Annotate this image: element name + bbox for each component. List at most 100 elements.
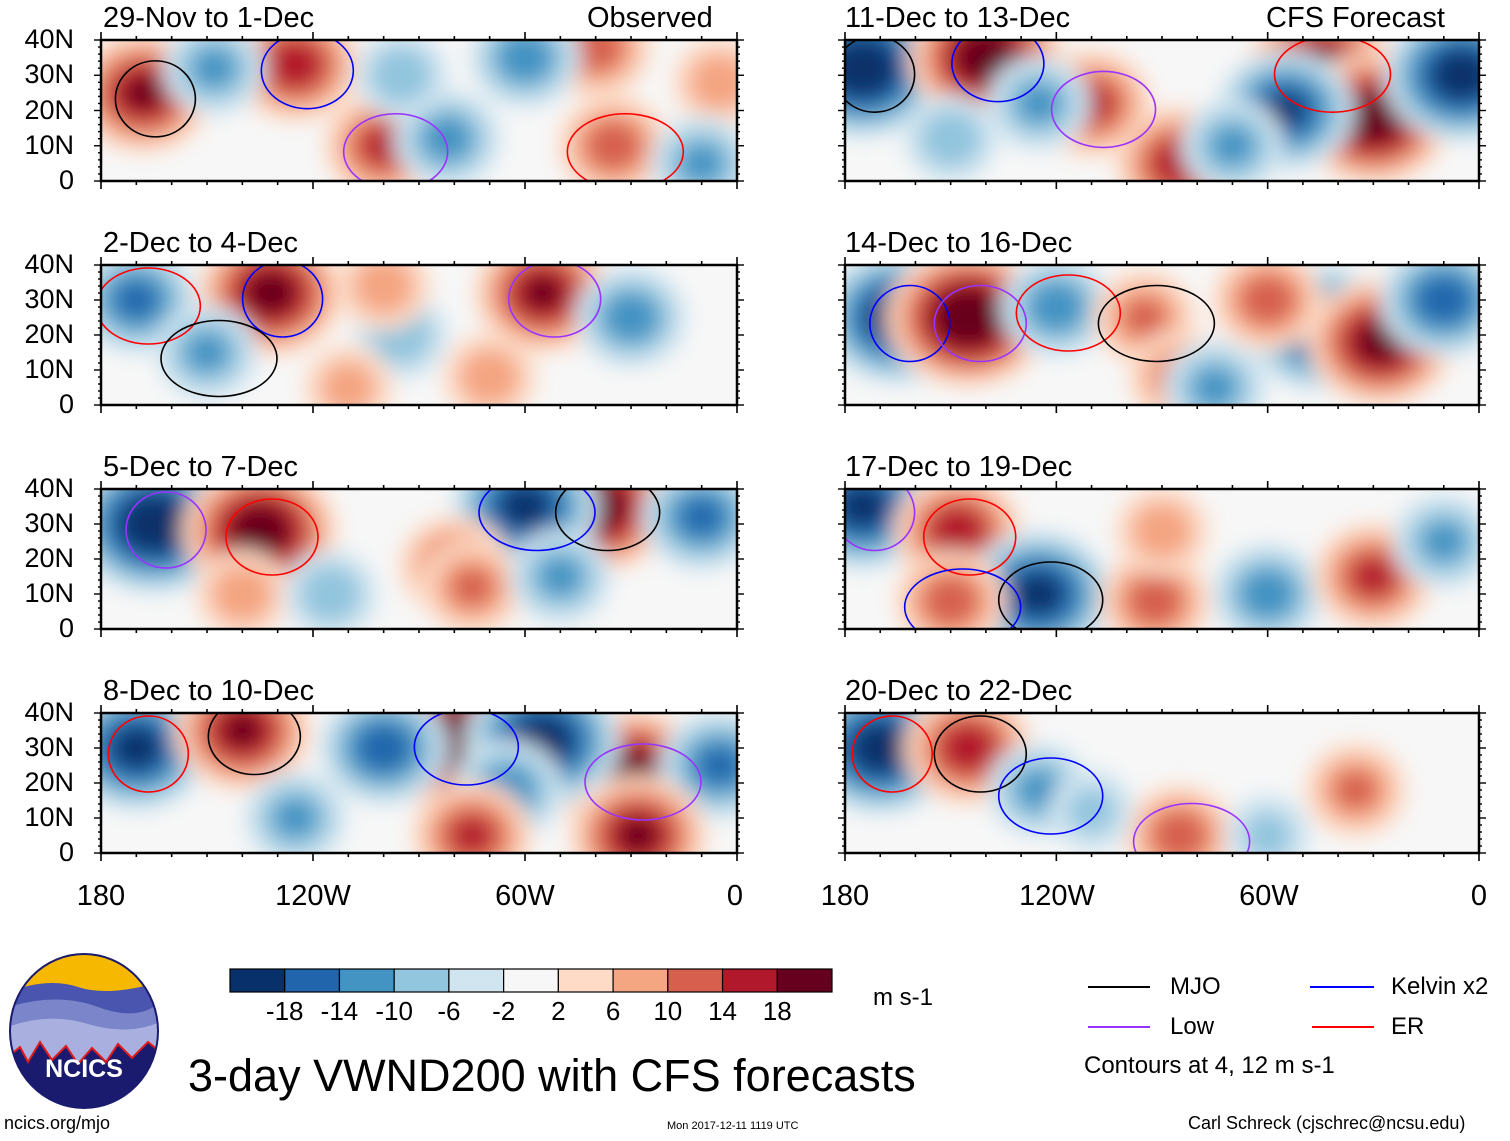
anomaly-cell <box>299 565 362 623</box>
anomaly-cell <box>1193 368 1237 405</box>
lat-tick-label: 20N <box>24 767 74 797</box>
contour-line <box>260 40 355 110</box>
anomaly-cell <box>320 361 376 405</box>
contour-line <box>1015 274 1122 352</box>
anomaly-cell <box>1211 126 1254 166</box>
contour-line <box>241 265 324 338</box>
contour-line <box>107 715 190 793</box>
contour-line <box>1273 40 1392 113</box>
anomaly-cell <box>124 76 163 109</box>
anomaly-cell <box>845 489 888 528</box>
anomaly-cell <box>185 333 229 372</box>
panel-title-3: 5-Dec to 7-Dec <box>103 451 299 483</box>
colorbar-swatch <box>284 968 341 993</box>
lat-tick-label: 10N <box>24 802 74 832</box>
anomaly-cell <box>274 798 317 838</box>
anomaly-cell <box>450 567 494 607</box>
colorbar-tick-label: 2 <box>551 996 566 1026</box>
colorbar-tick-label: 14 <box>708 996 737 1026</box>
contour-line <box>342 112 449 181</box>
anomaly-cell <box>919 109 982 168</box>
lon-tick-label: 0 <box>1470 880 1488 912</box>
units-label: m s-1 <box>873 984 933 1011</box>
map-panel <box>94 257 744 413</box>
lon-tick-label: 180 <box>76 880 126 912</box>
lat-tick-label: 30N <box>24 508 74 538</box>
anomaly-cell <box>192 48 236 88</box>
anomaly-cell <box>1131 502 1193 560</box>
colorbar-tick-label: -2 <box>492 996 516 1026</box>
colorbar-tick-label: 18 <box>762 996 792 1026</box>
forecast-tag: CFS Forecast <box>1266 2 1445 34</box>
contour-line <box>125 491 207 569</box>
ncics-logo: NCICS <box>9 953 159 1109</box>
anomaly-cell <box>942 725 994 771</box>
anomaly-cell <box>358 725 410 771</box>
anomaly-cell <box>1443 59 1479 91</box>
lat-tick-label: 40N <box>24 473 74 503</box>
lat-tick-label: 40N <box>24 24 74 54</box>
anomaly-cell <box>1067 787 1116 835</box>
panel-title-4: 8-Dec to 10-Dec <box>103 675 315 707</box>
lat-tick-label: 40N <box>24 697 74 727</box>
anomaly-cell <box>1353 559 1393 594</box>
anomaly-cell <box>1418 277 1470 323</box>
colorbar-tick-label: -6 <box>437 996 461 1026</box>
colorbar-swatch <box>338 968 395 993</box>
map-panel <box>838 257 1486 413</box>
colorbar-tick-label: -18 <box>265 996 304 1026</box>
colorbar-swatch <box>503 968 559 993</box>
contour-line <box>922 498 1017 576</box>
anomaly-cell <box>269 42 321 88</box>
anomaly-cell <box>568 40 624 72</box>
contour-line <box>951 40 1045 103</box>
lat-tick-label: 40N <box>24 249 74 279</box>
anomaly-cell <box>130 503 178 545</box>
timestamp: Mon 2017-12-11 1119 UTC <box>667 1120 799 1132</box>
panel-title-5: 11-Dec to 13-Dec <box>845 2 1071 34</box>
lat-tick-label: 10N <box>24 578 74 608</box>
colorbar-swatch <box>557 968 614 993</box>
lat-tick-label: 10N <box>24 129 74 160</box>
panel-title-7: 17-Dec to 19-Dec <box>845 451 1073 483</box>
anomaly-cell <box>1123 298 1166 337</box>
anomaly-cell <box>452 818 492 853</box>
lon-tick-label: 0 <box>726 880 744 912</box>
contour-line <box>478 489 596 552</box>
legend-lines-right <box>1312 986 1374 1028</box>
anomaly-cell <box>932 508 984 554</box>
anomaly-cell <box>1014 572 1064 616</box>
contour-line <box>507 265 602 338</box>
legend-lines <box>1088 986 1320 1028</box>
anomaly-cell <box>585 121 641 171</box>
anomaly-cell <box>364 128 404 164</box>
contour-line <box>903 568 1022 629</box>
contour-line <box>845 40 916 113</box>
anomaly-cell <box>497 40 553 83</box>
anomaly-cell <box>1355 102 1392 133</box>
anomaly-cell <box>1127 576 1183 626</box>
anomaly-cell <box>688 53 737 112</box>
anomaly-cell <box>500 489 550 528</box>
map-panel <box>94 481 744 637</box>
colorbar <box>229 968 833 993</box>
lat-tick-label: 20N <box>24 319 74 349</box>
colorbar-swatch <box>448 968 505 993</box>
lon-tick-label: 180 <box>820 880 870 912</box>
map-panel <box>838 32 1486 189</box>
anomaly-cell <box>1422 522 1465 561</box>
colorbar-swatch <box>667 968 724 993</box>
lat-tick-label: 0 <box>58 389 74 419</box>
anomaly-cell <box>1243 812 1293 853</box>
contour-note: Contours at 4, 12 m s-1 <box>1084 1052 1335 1079</box>
anomaly-cell <box>680 144 723 181</box>
lat-tick-label: 0 <box>58 613 74 643</box>
anomaly-cell <box>1240 569 1296 619</box>
anomaly-cell <box>524 276 562 310</box>
anomaly-cell <box>944 297 992 338</box>
lat-tick-label: 0 <box>58 837 74 867</box>
site-link[interactable]: ncics.org/mjo <box>4 1113 111 1133</box>
colorbar-swatch <box>393 968 450 993</box>
anomaly-cell <box>1028 282 1084 332</box>
lat-tick-label: 30N <box>24 284 74 314</box>
